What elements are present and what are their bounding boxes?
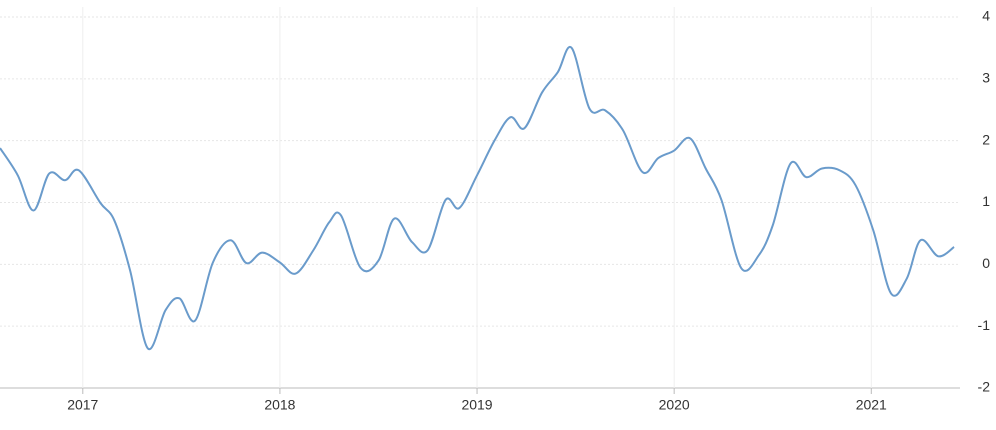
y-tick-label: 3 — [982, 70, 990, 86]
y-tick-label: 4 — [982, 8, 990, 24]
x-tick-label: 2021 — [856, 397, 887, 413]
y-tick-label: 0 — [982, 255, 990, 271]
y-tick-label: 2 — [982, 131, 990, 147]
x-tick-label: 2018 — [264, 397, 295, 413]
line-series — [0, 45, 955, 351]
y-tick-label: 1 — [982, 193, 990, 209]
x-tick-label: 2017 — [67, 397, 98, 413]
y-tick-label: -2 — [978, 379, 991, 395]
x-tick-label: 2019 — [461, 397, 492, 413]
x-tick-label: 2020 — [659, 397, 690, 413]
y-tick-label: -1 — [978, 317, 991, 333]
